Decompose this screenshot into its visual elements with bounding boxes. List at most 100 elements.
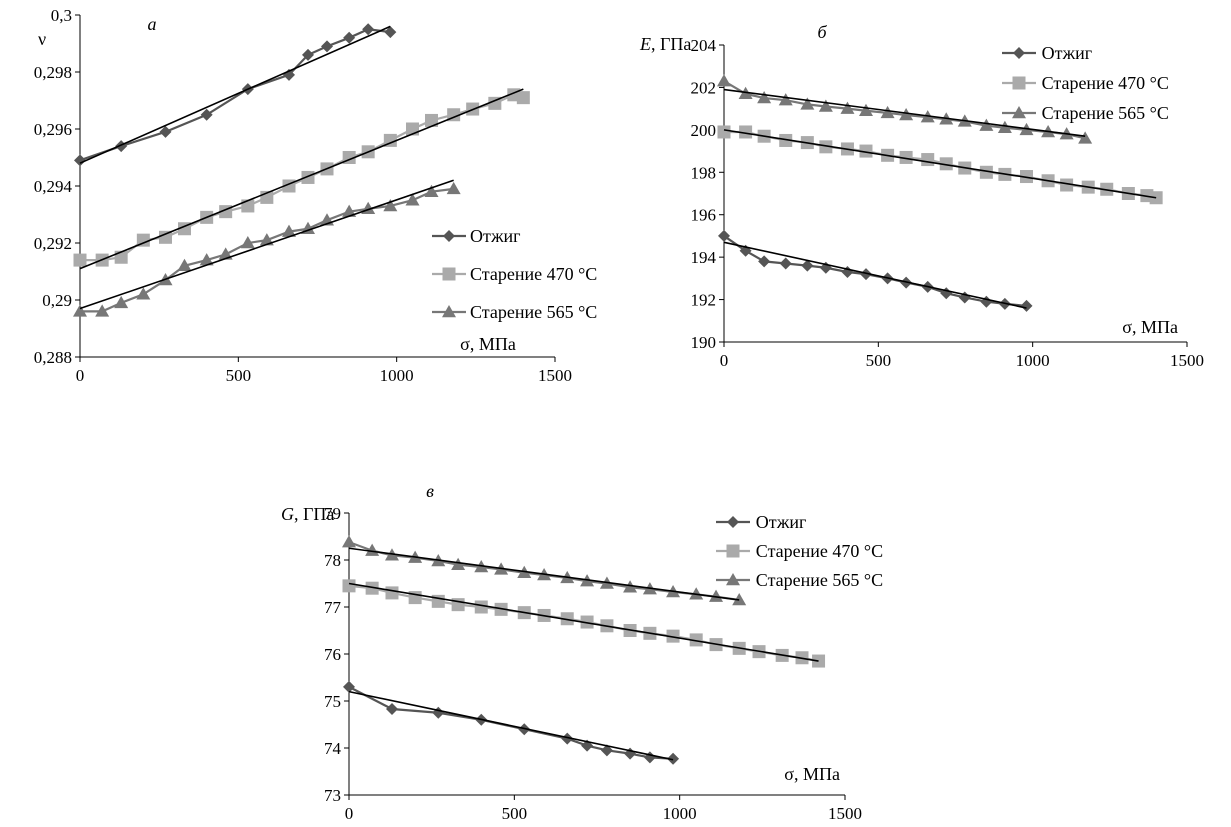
x-axis-label: σ, МПа <box>784 764 840 784</box>
chart-young-modulus: 190 192 194 196 198 200 202 204 0 500 1000 1500 E, Г… <box>639 22 1204 370</box>
legend: Отжиг Старение 470 °C Старение 565 °C <box>432 226 597 322</box>
y-tick-label: 198 <box>691 163 717 182</box>
legend: Отжиг Старение 470 °C Старение 565 °C <box>716 512 883 590</box>
legend-marker <box>442 267 456 281</box>
legend-marker <box>726 573 740 586</box>
trend-line <box>723 88 1086 138</box>
x-tick-label: 1000 <box>663 804 697 823</box>
y-tick-label: 202 <box>691 78 717 97</box>
y-tick-label: 79 <box>324 504 341 523</box>
x-tick-label: 0 <box>720 351 729 370</box>
data-point <box>921 153 935 167</box>
data-point <box>718 229 730 242</box>
legend-label: Старение 470 °C <box>470 264 597 284</box>
series-1 <box>343 680 680 765</box>
y-tick-label: 190 <box>691 333 717 352</box>
y-tick-label: 78 <box>324 551 341 570</box>
data-point <box>95 304 110 317</box>
trend-line <box>348 690 674 761</box>
data-point <box>343 680 355 693</box>
data-point <box>800 97 815 110</box>
legend-item: Старение 470 °C <box>716 541 883 561</box>
data-point <box>1020 299 1033 312</box>
x-axis-label: σ, МПа <box>460 334 516 354</box>
legend-label: Старение 470 °C <box>1042 73 1169 93</box>
data-point <box>384 26 397 39</box>
x-tick-label: 500 <box>502 804 528 823</box>
data-point <box>779 257 792 270</box>
y-tick-label: 0,294 <box>34 177 73 196</box>
data-point <box>732 592 747 606</box>
x-tick-label: 0 <box>76 366 85 385</box>
y-tick-label: 204 <box>691 36 717 55</box>
y-tick-label: 0,292 <box>34 234 72 253</box>
data-point <box>114 295 129 309</box>
data-point <box>939 157 953 171</box>
legend-marker <box>1012 76 1026 90</box>
series-line <box>723 235 1027 308</box>
legend-label: Отжиг <box>1042 43 1093 63</box>
legend-marker <box>726 544 740 558</box>
data-point <box>432 706 445 719</box>
data-point <box>136 287 151 300</box>
legend: Отжиг Старение 470 °C Старение 565 °C <box>1002 43 1169 123</box>
data-point <box>1078 131 1093 144</box>
data-point <box>425 113 438 127</box>
y-tick-label: 0,288 <box>34 348 72 367</box>
legend-label: Отжиг <box>756 512 807 532</box>
data-point <box>709 589 724 602</box>
data-point <box>667 752 680 765</box>
legend-item: Старение 565 °C <box>716 570 883 590</box>
data-point <box>385 586 399 600</box>
legend-label: Старение 565 °C <box>470 302 597 322</box>
series-3 <box>73 179 461 317</box>
data-point <box>259 233 274 246</box>
data-point <box>73 253 87 267</box>
data-point <box>666 629 680 643</box>
panel-label: в <box>426 481 434 501</box>
data-point <box>365 543 380 556</box>
data-point <box>177 258 192 272</box>
x-tick-label: 500 <box>866 351 892 370</box>
y-tick-label: 76 <box>324 645 341 664</box>
y-tick-label: 0,3 <box>51 6 72 25</box>
data-point <box>342 579 356 593</box>
data-point <box>819 140 833 154</box>
legend-item: Отжиг <box>432 226 521 246</box>
x-tick-label: 0 <box>345 804 354 823</box>
trend-line <box>348 547 740 601</box>
x-tick-label: 1500 <box>828 804 862 823</box>
series-1 <box>718 229 1033 312</box>
legend-label: Старение 565 °C <box>1042 103 1169 123</box>
legend-item: Отжиг <box>1002 43 1092 63</box>
data-point <box>451 557 466 570</box>
series-2 <box>342 579 826 668</box>
data-point <box>446 181 461 195</box>
data-point <box>385 702 398 715</box>
series-3 <box>342 535 747 606</box>
legend-item: Старение 565 °C <box>1002 103 1169 123</box>
data-point <box>561 732 574 745</box>
y-tick-label: 75 <box>324 692 341 711</box>
series-2 <box>717 125 1163 205</box>
data-point <box>159 125 172 138</box>
y-tick-label: 200 <box>691 121 717 140</box>
x-tick-label: 1500 <box>538 366 572 385</box>
data-point <box>899 150 913 164</box>
panel-label: б <box>817 22 827 42</box>
data-point <box>136 233 150 247</box>
data-point <box>880 105 895 119</box>
y-tick-label: 74 <box>324 739 342 758</box>
data-point <box>1019 170 1033 184</box>
data-point <box>342 535 356 548</box>
x-tick-label: 1000 <box>1016 351 1050 370</box>
data-point <box>779 133 793 147</box>
legend-marker <box>442 305 456 318</box>
y-tick-label: 0,298 <box>34 63 72 82</box>
legend-marker <box>727 516 739 528</box>
data-point <box>405 193 420 206</box>
data-point <box>689 633 703 647</box>
data-point <box>899 108 914 121</box>
data-point <box>73 304 87 317</box>
